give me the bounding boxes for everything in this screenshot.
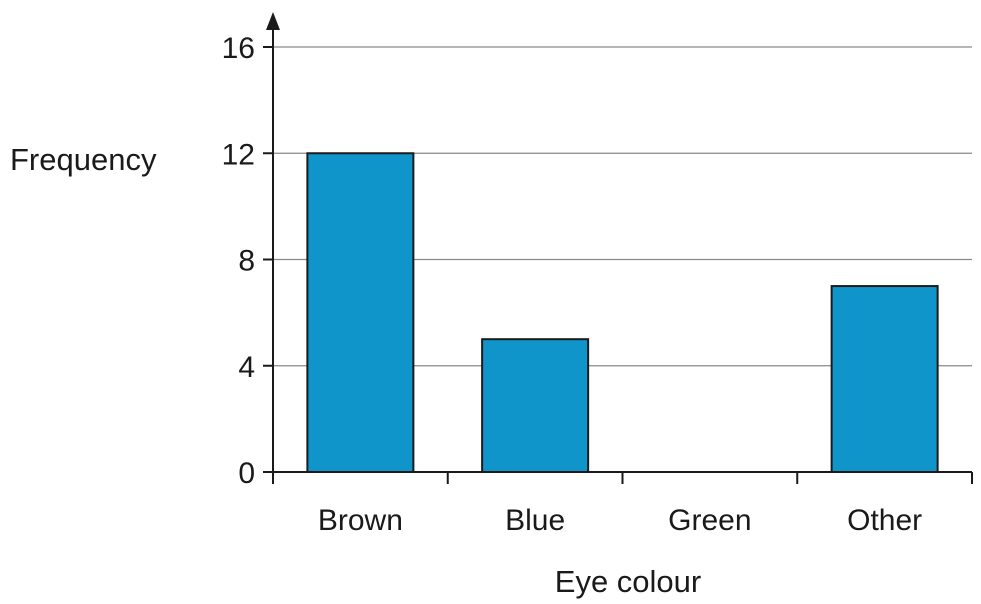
x-axis-title: Eye colour bbox=[555, 564, 701, 599]
ticks: 0 4 8 12 16 Brown Blue Green Other bbox=[222, 32, 973, 537]
y-axis-arrow-icon bbox=[266, 12, 280, 30]
bars bbox=[306, 152, 939, 473]
y-tick-label: 4 bbox=[238, 351, 255, 384]
x-tick-label: Blue bbox=[505, 504, 565, 537]
x-tick-label: Green bbox=[668, 504, 751, 537]
bar-brown bbox=[306, 152, 415, 473]
x-tick-label: Brown bbox=[318, 504, 403, 537]
x-tick-label: Other bbox=[847, 504, 922, 537]
y-tick-label: 8 bbox=[238, 245, 255, 278]
y-tick-label: 12 bbox=[222, 138, 255, 171]
bar-other bbox=[830, 285, 939, 473]
bar-blue bbox=[481, 338, 590, 473]
y-axis-title: Frequency bbox=[10, 142, 157, 177]
y-tick-label: 0 bbox=[238, 457, 255, 490]
y-tick-label: 16 bbox=[222, 32, 255, 65]
